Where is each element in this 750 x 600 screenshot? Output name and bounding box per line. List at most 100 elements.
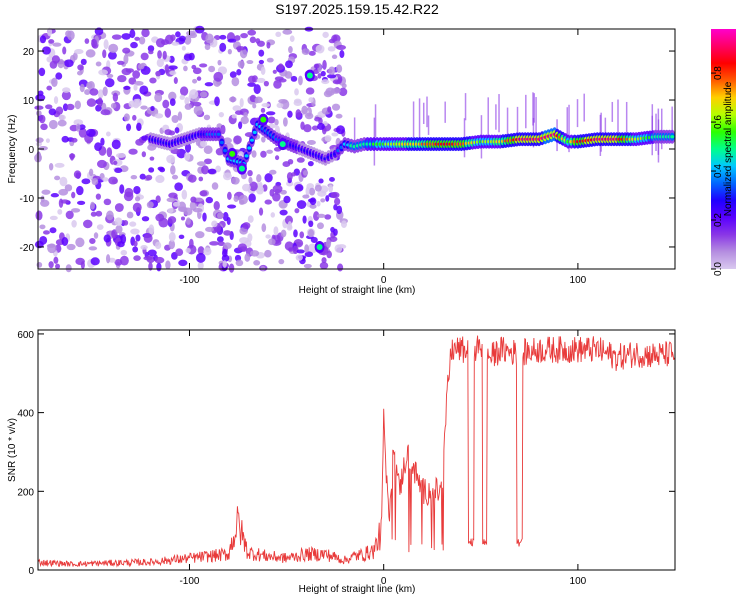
heatmap-cell	[96, 224, 104, 231]
heatmap-cell	[275, 31, 282, 38]
heatmap-cell	[156, 262, 162, 272]
heatmap-cell	[335, 113, 343, 119]
heatmap-cell	[218, 112, 225, 118]
heatmap-cell	[316, 213, 326, 218]
heatmap-cell	[336, 64, 343, 73]
heatmap-cell	[122, 47, 131, 54]
heatmap-cell	[184, 103, 192, 110]
heatmap-cell	[178, 259, 188, 267]
heatmap-cell	[248, 176, 253, 184]
heatmap-cell	[123, 85, 131, 90]
heatmap-cell	[167, 208, 174, 214]
heatmap-cell	[141, 216, 150, 222]
heatmap-cell	[89, 88, 99, 96]
heatmap-cell	[278, 78, 287, 83]
heatmap-cell	[71, 191, 76, 199]
heatmap-cell	[133, 240, 138, 247]
heatmap-cell	[258, 49, 265, 57]
heatmap-cell	[260, 107, 266, 113]
x-tick-label: 100	[570, 576, 587, 587]
heatmap-cell	[201, 165, 209, 175]
heatmap-cell	[80, 58, 87, 66]
heatmap-cell	[248, 193, 256, 203]
heatmap-cell	[256, 40, 265, 47]
heatmap-cell	[148, 50, 154, 55]
heatmap-cell	[464, 93, 467, 121]
heatmap-cell	[41, 189, 51, 195]
heatmap-cell	[175, 248, 184, 256]
heatmap-cell	[164, 64, 170, 74]
heatmap-cell	[90, 201, 95, 210]
heatmap-cell	[566, 107, 568, 139]
colorbar-tick-label: 0.6	[713, 115, 724, 129]
colorbar-scale	[711, 29, 736, 269]
heatmap-cell	[96, 159, 107, 169]
heatmap-cell	[61, 90, 71, 101]
heatmap-cell	[168, 65, 178, 70]
heatmap-cell	[179, 94, 185, 100]
heatmap-cell	[84, 38, 90, 44]
heatmap-cell	[204, 82, 214, 87]
heatmap-cell	[170, 165, 176, 175]
heatmap-cell	[253, 260, 261, 266]
heatmap-cell	[171, 41, 180, 46]
heatmap-cell	[444, 101, 446, 123]
heatmap-cell	[45, 104, 53, 110]
heatmap-cell	[81, 178, 91, 185]
heatmap-cell	[203, 247, 212, 256]
heatmap-cell	[290, 75, 298, 82]
heatmap-cell	[295, 254, 303, 261]
heatmap-cell	[117, 241, 125, 248]
heatmap-cell	[100, 109, 111, 116]
heatmap-cell	[132, 202, 142, 213]
heatmap-cell	[325, 239, 332, 248]
heatmap-cell	[71, 137, 78, 143]
heatmap-cell	[134, 196, 141, 202]
heatmap-cell	[326, 250, 332, 259]
heatmap-cell	[278, 259, 285, 265]
heatmap-cell	[341, 83, 347, 89]
heatmap-cell	[240, 116, 249, 125]
heatmap-cell	[304, 112, 314, 120]
heatmap-cell	[135, 234, 141, 242]
y-tick-label: 0	[28, 566, 34, 577]
heatmap-cell	[238, 121, 243, 130]
heatmap-cell	[51, 77, 58, 88]
colorbar-tick-label: 0.4	[713, 164, 724, 178]
heatmap-cell	[282, 29, 293, 35]
heatmap-cell	[221, 254, 230, 262]
heatmap-cell	[50, 193, 60, 198]
heatmap-cell	[304, 244, 309, 253]
heatmap-cell	[149, 77, 157, 84]
heatmap-cell	[320, 198, 326, 203]
x-tick-label: 0	[381, 275, 387, 286]
heatmap-cell	[155, 38, 166, 48]
heatmap-cell	[234, 110, 243, 115]
heatmap-cell	[57, 208, 63, 215]
heatmap-cell	[184, 96, 190, 106]
heatmap-cell	[102, 49, 107, 59]
heatmap-cell	[277, 63, 284, 70]
heatmap-cell	[45, 138, 50, 143]
heatmap-cell	[123, 113, 130, 122]
heatmap-cell	[79, 83, 85, 93]
heatmap-cell	[282, 117, 288, 127]
heatmap-cell	[213, 71, 224, 82]
heatmap-cell	[204, 43, 211, 51]
heatmap-cell	[338, 87, 348, 97]
heatmap-cell	[128, 100, 136, 108]
heatmap-cell	[253, 84, 261, 95]
heatmap-cell	[261, 223, 267, 233]
heatmap-cell	[102, 177, 109, 182]
heatmap-cell	[143, 233, 153, 243]
heatmap-cell	[42, 230, 50, 235]
heatmap-cell	[292, 245, 299, 255]
heatmap-cell	[110, 102, 117, 109]
heatmap-cell	[48, 108, 57, 116]
heatmap-cell	[286, 172, 293, 181]
snr-x-axis-label: Height of straight line (km)	[299, 584, 416, 595]
heatmap-cell	[130, 174, 138, 180]
heatmap-cell	[305, 87, 315, 95]
heatmap-cell	[146, 255, 155, 264]
heatmap-cell	[223, 230, 232, 236]
